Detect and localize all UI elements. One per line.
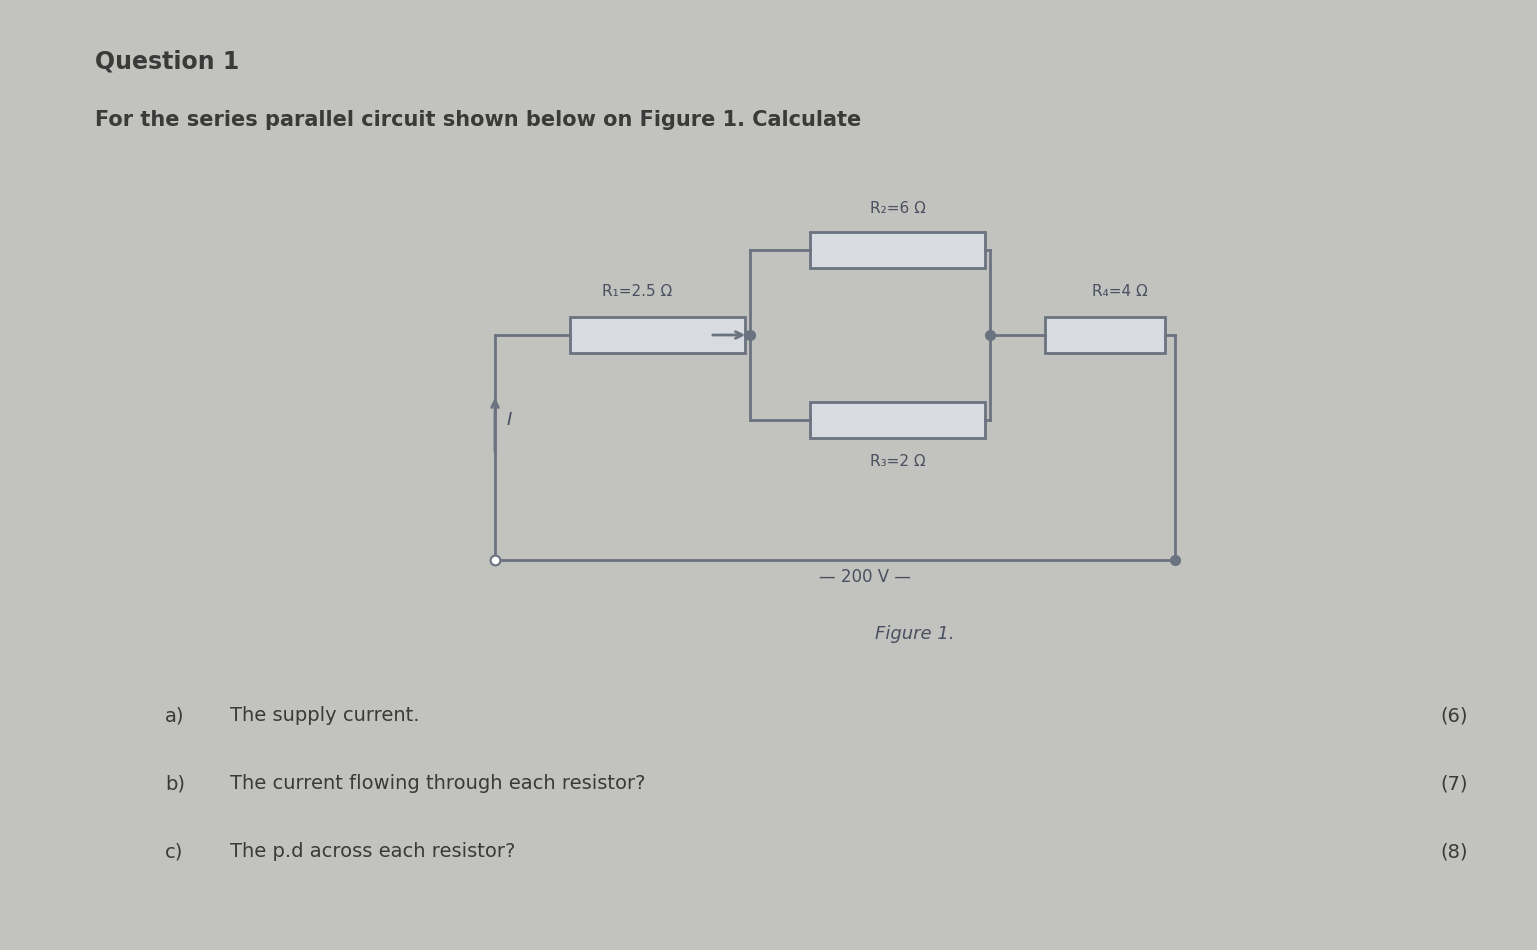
Text: R₂=6 Ω: R₂=6 Ω [870,201,925,216]
Text: Figure 1.: Figure 1. [875,625,954,643]
Text: R₁=2.5 Ω: R₁=2.5 Ω [603,284,673,299]
Text: I: I [507,411,512,429]
Bar [570,317,745,353]
Text: R₃=2 Ω: R₃=2 Ω [870,454,925,469]
Text: (8): (8) [1440,842,1468,861]
Bar [810,232,985,268]
Text: b): b) [164,774,184,793]
Text: — 200 V —: — 200 V — [819,568,911,586]
Bar [810,402,985,438]
Text: Question 1: Question 1 [95,50,240,74]
Text: (6): (6) [1440,706,1468,725]
Text: (7): (7) [1440,774,1468,793]
Text: The p.d across each resistor?: The p.d across each resistor? [231,842,515,861]
Text: a): a) [164,706,184,725]
Bar [1045,317,1165,353]
Text: For the series parallel circuit shown below on Figure 1. Calculate: For the series parallel circuit shown be… [95,110,861,130]
Text: c): c) [164,842,183,861]
Text: The supply current.: The supply current. [231,706,420,725]
Text: The current flowing through each resistor?: The current flowing through each resisto… [231,774,646,793]
Text: R₄=4 Ω: R₄=4 Ω [1093,284,1148,299]
